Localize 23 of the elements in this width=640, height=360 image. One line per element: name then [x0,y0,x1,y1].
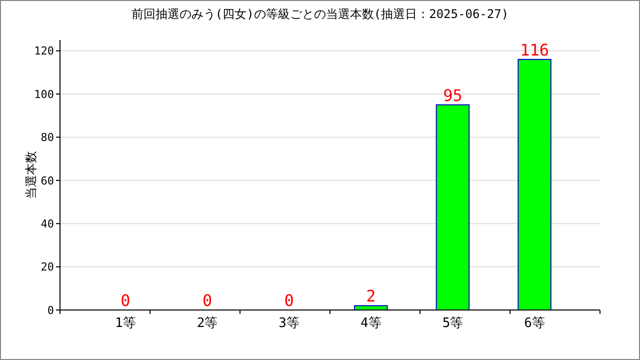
y-tick-label: 120 [34,44,54,58]
y-tick-label: 40 [40,217,54,230]
x-tick-label: 3等 [278,316,300,331]
y-tick-label: 20 [40,260,54,274]
y-tick-label: 0 [47,304,54,317]
chart-title: 前回抽選のみう(四女)の等級ごとの当選本数(抽選日：2025-06-27) [131,7,509,21]
x-tick-label: 2等 [196,316,218,331]
bar [436,104,470,310]
y-axis-title: 当選本数 [24,151,38,199]
x-tick-label: 5等 [442,316,464,331]
x-tick-label: 1等 [115,316,136,331]
y-tick-label: 60 [40,174,54,188]
data-label: 2 [366,286,376,306]
x-tick-label: 4等 [360,316,382,331]
data-label: 0 [202,291,212,310]
x-tick-label: 6等 [524,316,545,331]
data-label: 116 [520,40,549,60]
data-label: 0 [284,291,294,310]
bar [518,58,552,310]
y-tick-label: 100 [34,88,54,101]
data-label: 0 [120,291,130,310]
data-label: 95 [443,86,462,105]
y-tick-label: 80 [40,131,54,144]
